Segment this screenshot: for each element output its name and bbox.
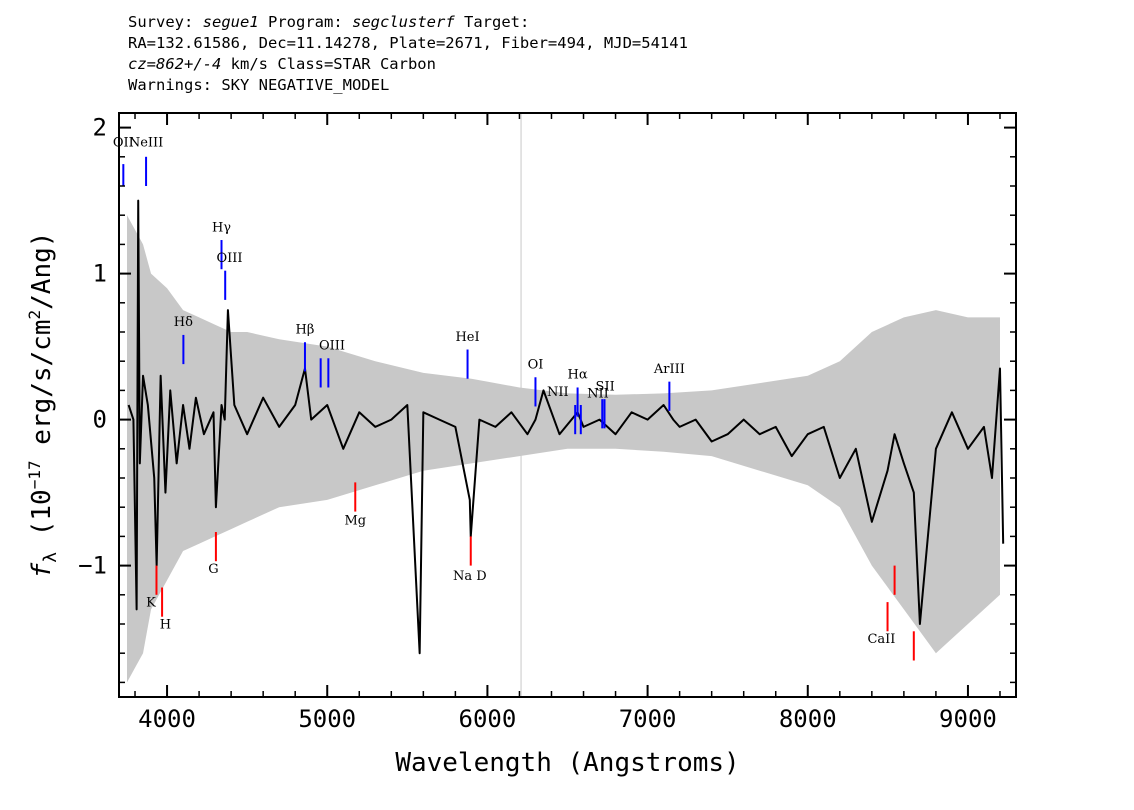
- header-line-coordinates: RA=132.61586, Dec=11.14278, Plate=2671, …: [128, 34, 688, 52]
- redshift-value: cz=862+/-4: [128, 55, 222, 73]
- spectral-line-markers: [122, 156, 915, 661]
- y-axis-label-part: erg/s/cm: [27, 320, 57, 461]
- x-axis-label: Wavelength (Angstroms): [395, 748, 739, 778]
- x-tick-label: 4000: [138, 705, 196, 733]
- emission-line-label: NeIII: [129, 136, 163, 151]
- y-axis-label: fλ (10−17 erg/s/cm2/Ang): [25, 232, 61, 579]
- emission-line-label: NII: [587, 387, 609, 402]
- y-axis-label-part: (10: [27, 489, 57, 552]
- emission-line-label: NII: [547, 385, 569, 400]
- emission-line-label: OIII: [216, 251, 242, 266]
- emission-line-label: ArIII: [653, 362, 685, 377]
- noise-envelope: [127, 215, 1000, 683]
- emission-line-label: OIII: [319, 339, 345, 354]
- absorption-line-label: K: [146, 595, 156, 610]
- y-axis-label-part: f: [27, 562, 57, 578]
- emission-line-label: Hγ: [212, 220, 231, 235]
- absorption-line-label: H: [160, 617, 171, 632]
- absorption-line-label: Mg: [344, 514, 366, 529]
- y-axis-label-part: 2: [25, 310, 44, 320]
- absorption-line-label: G: [208, 562, 218, 577]
- emission-line-label: Hβ: [296, 322, 315, 337]
- absorption-line-label: CaII: [867, 632, 895, 647]
- header-line-redshift: cz=862+/-4 km/s Class=STAR Carbon: [128, 54, 688, 75]
- header-line-warnings: Warnings: SKY NEGATIVE_MODEL: [128, 76, 390, 94]
- y-axis-label-part: −17: [25, 460, 44, 489]
- x-tick-label: 9000: [939, 705, 997, 733]
- y-tick-label: −1: [78, 552, 107, 580]
- absorption-line-label: Na D: [453, 569, 487, 584]
- survey-name: segue1: [202, 13, 259, 31]
- classification-text: km/s Class=STAR Carbon: [221, 55, 436, 73]
- x-tick-label: 6000: [459, 705, 517, 733]
- y-tick-label: 0: [93, 406, 107, 434]
- plot-frame: [118, 112, 1017, 698]
- y-axis-label-part: /Ang): [27, 232, 57, 310]
- x-tick-label: 8000: [779, 705, 837, 733]
- emission-line-label: SII: [596, 379, 615, 394]
- emission-line-label: Hδ: [174, 315, 193, 330]
- emission-line-label: Hα: [568, 368, 588, 383]
- program-name: segclusterf: [352, 13, 455, 31]
- y-axis-label-part: λ: [40, 552, 61, 563]
- x-tick-label: 5000: [298, 705, 356, 733]
- axis-ticks: 4000 5000 6000 7000 8000 9000 −1 0 1 2: [78, 113, 1016, 733]
- emission-line-label: OI: [528, 358, 544, 373]
- noise-envelope-area: [127, 215, 1000, 683]
- emission-line-label: HeI: [455, 330, 479, 345]
- x-tick-label: 7000: [619, 705, 677, 733]
- y-tick-label: 2: [93, 114, 107, 142]
- y-tick-label: 1: [93, 260, 107, 288]
- header-line-survey: Survey: segue1 Program: segclusterf Targ…: [128, 13, 530, 31]
- spectrum-header: Survey: segue1 Program: segclusterf Targ…: [128, 12, 688, 96]
